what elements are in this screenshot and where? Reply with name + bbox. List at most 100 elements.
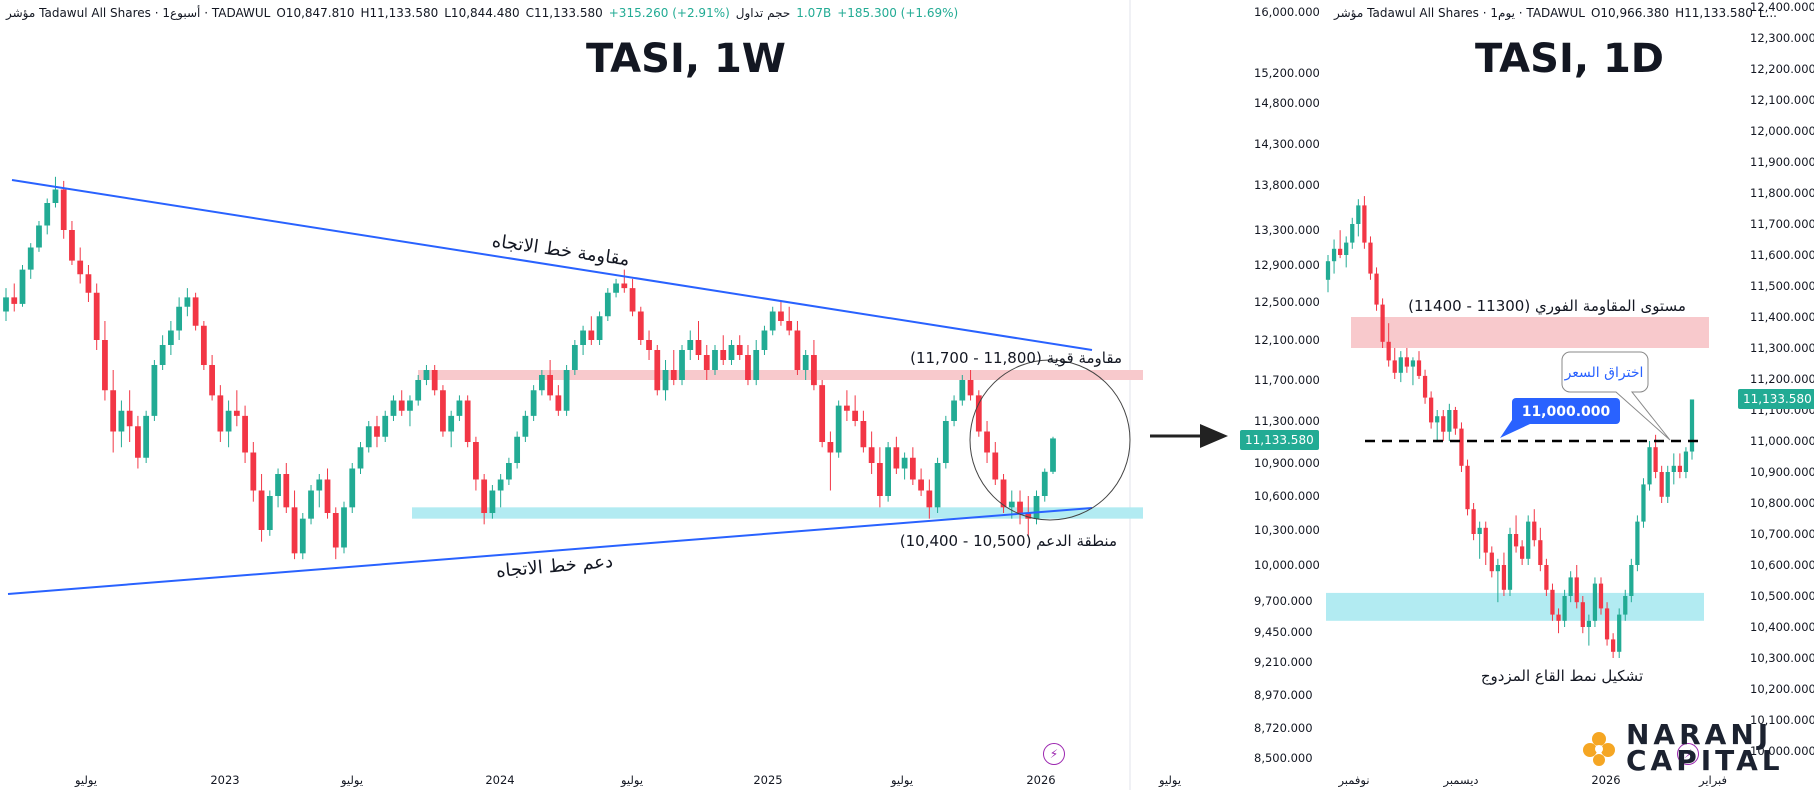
daily-y-tick-label: 11,800.000 [1750, 186, 1814, 200]
weekly-candle-body [835, 405, 842, 453]
weekly-candle-body [530, 390, 537, 416]
daily-candle-body [1513, 534, 1519, 547]
naranj-logo-icon [1583, 732, 1615, 766]
daily-candle-body [1422, 375, 1428, 398]
daily-candle-body [1435, 416, 1440, 423]
weekly-candle-body [242, 415, 248, 453]
weekly-candle-body [547, 375, 553, 396]
weekly-candle-body [184, 297, 191, 307]
weekly-candle-body [604, 292, 611, 317]
daily-candle-body [1544, 565, 1549, 590]
right-resistance-zone [1351, 317, 1709, 348]
daily-y-tick-label: 12,400.000 [1750, 0, 1814, 14]
weekly-candle-body [440, 390, 446, 432]
daily-x-tick-label: نوفمبر [1337, 773, 1369, 788]
daily-y-tick-label: 11,200.000 [1750, 372, 1814, 386]
weekly-candle-body [473, 442, 479, 480]
daily-candle-body [1574, 577, 1579, 603]
highlight-circle [969, 359, 1131, 521]
weekly-candle-body [135, 426, 141, 458]
weekly-candle-body [423, 370, 430, 380]
weekly-candle-body [736, 345, 743, 355]
weekly-y-tick-label: 10,600.000 [1254, 489, 1320, 503]
trend-resistance-label: مقاومة خط الاتجاه [491, 231, 631, 271]
right-ohlc-header: مؤشر Tadawul All Shares · 1يوم · TADAWUL… [1334, 4, 1777, 22]
weekly-y-tick-label: 10,300.000 [1254, 523, 1320, 537]
daily-candle-body [1465, 465, 1470, 510]
daily-candle-body [1495, 565, 1500, 572]
weekly-candle-body [407, 400, 413, 411]
weekly-candle-body [646, 340, 652, 350]
daily-candle-body [1416, 360, 1422, 376]
weekly-candle-body [687, 340, 694, 350]
left-symbol[interactable]: مؤشر Tadawul All Shares · 1أسبوع · TADAW… [6, 6, 271, 20]
daily-candle-body [1477, 527, 1482, 534]
daily-candle-body [1398, 357, 1403, 373]
weekly-candle-body [341, 507, 347, 548]
right-support-zone [1326, 592, 1704, 621]
weekly-x-tick-label: 2023 [210, 773, 239, 787]
weekly-candle-body [613, 283, 619, 293]
weekly-candle-body [967, 380, 974, 396]
daily-y-tick-label: 12,300.000 [1750, 31, 1814, 45]
weekly-candle-body [258, 490, 265, 530]
weekly-candle-body [390, 400, 397, 416]
right-high: H11,133.580 [1675, 6, 1753, 20]
left-chart-title: TASI, 1W [586, 36, 786, 82]
daily-candle-body [1325, 261, 1331, 280]
weekly-y-tick-label: 15,200.000 [1254, 66, 1320, 80]
daily-candle-body [1338, 248, 1343, 255]
left-low: L10,844.480 [444, 6, 520, 20]
weekly-candle-body [233, 410, 240, 416]
daily-candle-body [1586, 620, 1591, 627]
daily-y-tick-label: 11,300.000 [1750, 341, 1814, 355]
daily-candle-body [1629, 565, 1634, 596]
flash-icon[interactable]: ⚡ [1043, 743, 1065, 765]
left-ohlc-header: مؤشر Tadawul All Shares · 1أسبوع · TADAW… [6, 4, 958, 22]
daily-y-tick-label: 11,900.000 [1750, 155, 1814, 169]
weekly-y-tick-label: 14,800.000 [1254, 96, 1320, 110]
daily-candle-body [1380, 304, 1385, 342]
weekly-candle-body [200, 325, 207, 365]
weekly-candle-body [712, 350, 718, 370]
daily-candle-body [1635, 521, 1640, 565]
weekly-candle-body [934, 463, 941, 508]
weekly-candle-body [786, 321, 793, 331]
double-bottom-label: تشكيل نمط القاع المزدوج [1481, 667, 1643, 686]
weekly-candle-body [942, 421, 949, 463]
daily-y-tick-label: 10,200.000 [1750, 682, 1814, 696]
daily-y-tick-label: 10,900.000 [1750, 465, 1814, 479]
daily-candle-body [1483, 527, 1488, 553]
breakout-callout-text: اختراق السعر [1564, 365, 1644, 381]
weekly-y-tick-label: 8,720.000 [1254, 721, 1313, 735]
daily-candle-body [1471, 509, 1476, 534]
weekly-candle-body [19, 269, 26, 304]
weekly-candle-body [1041, 471, 1048, 496]
logo-line-1: NARANJ [1626, 718, 1773, 751]
daily-candle-body [1392, 360, 1397, 373]
weekly-y-tick-label: 10,900.000 [1254, 456, 1320, 470]
weekly-candle-body [506, 463, 512, 480]
breakout-level-callout-box [1512, 398, 1620, 424]
breakout-speech-bubble [1561, 351, 1671, 441]
daily-y-tick-label: 12,000.000 [1750, 124, 1814, 138]
weekly-candle-body [415, 380, 422, 401]
daily-candle-body [1501, 565, 1507, 590]
weekly-candle-body [176, 306, 183, 331]
weekly-candle-body [357, 447, 364, 469]
daily-candle-body [1556, 614, 1561, 621]
weekly-candle-body [580, 330, 586, 345]
weekly-candle-body [308, 490, 314, 519]
weekly-candle-body [621, 283, 628, 289]
flash-icon[interactable]: ⚡ [1677, 743, 1699, 765]
weekly-x-tick-label: يوليو [340, 773, 363, 788]
right-symbol[interactable]: مؤشر Tadawul All Shares · 1يوم · TADAWUL [1334, 6, 1585, 20]
daily-candle-body [1526, 521, 1531, 559]
weekly-candle-body [448, 415, 455, 432]
weekly-candle-body [167, 330, 174, 345]
weekly-candle-body [151, 365, 158, 416]
weekly-candle-body [728, 345, 735, 360]
weekly-candle-body [332, 513, 339, 548]
